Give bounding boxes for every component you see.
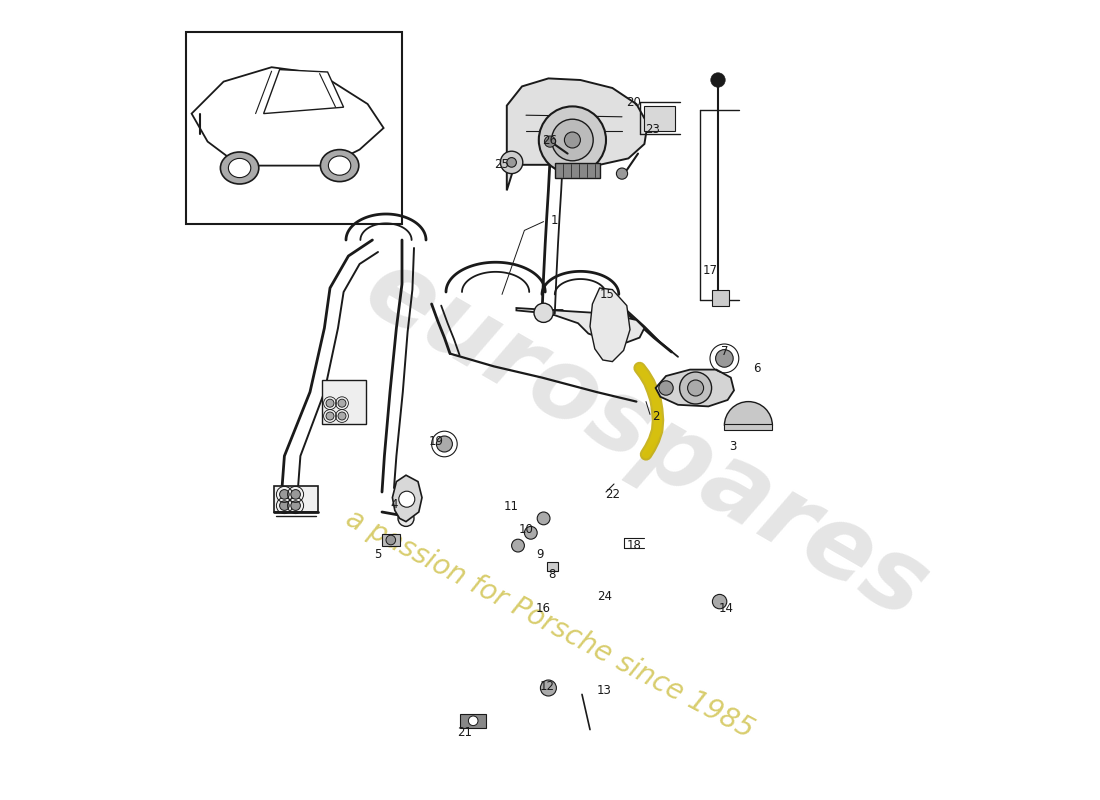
- Circle shape: [616, 168, 628, 179]
- Ellipse shape: [329, 156, 351, 175]
- Bar: [461, 714, 486, 728]
- Circle shape: [544, 136, 556, 147]
- Text: 13: 13: [597, 684, 612, 697]
- Text: 7: 7: [720, 346, 728, 358]
- Ellipse shape: [220, 152, 258, 184]
- Text: 15: 15: [601, 288, 615, 301]
- Bar: [274, 486, 318, 512]
- Circle shape: [551, 119, 593, 161]
- Text: 16: 16: [536, 602, 551, 614]
- Text: 11: 11: [504, 500, 519, 513]
- Circle shape: [279, 490, 289, 499]
- Polygon shape: [393, 475, 422, 522]
- Text: 2: 2: [652, 410, 659, 422]
- Polygon shape: [590, 288, 630, 362]
- Text: 18: 18: [627, 539, 641, 552]
- Text: a passion for Porsche since 1985: a passion for Porsche since 1985: [341, 504, 759, 744]
- Circle shape: [525, 526, 537, 539]
- Bar: [645, 106, 674, 131]
- Circle shape: [688, 380, 704, 396]
- Polygon shape: [554, 163, 600, 178]
- Text: 24: 24: [597, 590, 612, 602]
- Bar: [725, 424, 772, 430]
- Circle shape: [537, 512, 550, 525]
- Circle shape: [386, 535, 396, 545]
- Circle shape: [659, 381, 673, 395]
- Wedge shape: [725, 402, 772, 426]
- Text: 12: 12: [540, 680, 556, 693]
- Polygon shape: [516, 308, 645, 342]
- Circle shape: [500, 151, 522, 174]
- Circle shape: [326, 412, 334, 420]
- Circle shape: [469, 716, 478, 726]
- Circle shape: [716, 350, 734, 367]
- Circle shape: [338, 399, 346, 407]
- Polygon shape: [507, 78, 648, 190]
- Bar: [547, 562, 558, 571]
- Circle shape: [711, 73, 725, 87]
- Circle shape: [540, 680, 557, 696]
- Circle shape: [326, 399, 334, 407]
- Circle shape: [338, 412, 346, 420]
- Circle shape: [437, 436, 452, 452]
- Text: 22: 22: [605, 488, 620, 501]
- Circle shape: [512, 539, 525, 552]
- Text: 19: 19: [429, 435, 444, 448]
- Bar: [712, 290, 729, 306]
- Circle shape: [507, 158, 516, 167]
- Text: 3: 3: [728, 440, 736, 453]
- Circle shape: [680, 372, 712, 404]
- Bar: [186, 32, 402, 224]
- Text: 14: 14: [718, 602, 734, 614]
- Circle shape: [399, 491, 415, 507]
- Text: 20: 20: [627, 96, 641, 109]
- Text: 1: 1: [550, 214, 558, 226]
- Text: eurospares: eurospares: [348, 240, 944, 640]
- Circle shape: [279, 501, 289, 510]
- Polygon shape: [191, 67, 384, 166]
- Text: 10: 10: [518, 523, 534, 536]
- Text: 8: 8: [548, 568, 556, 581]
- Circle shape: [713, 594, 727, 609]
- Text: 5: 5: [374, 548, 382, 561]
- Polygon shape: [656, 370, 734, 406]
- Circle shape: [290, 501, 300, 510]
- Text: 21: 21: [456, 726, 472, 738]
- Ellipse shape: [320, 150, 359, 182]
- Circle shape: [534, 303, 553, 322]
- Polygon shape: [382, 534, 399, 546]
- Text: 17: 17: [703, 264, 717, 277]
- Bar: [322, 380, 366, 424]
- Circle shape: [539, 106, 606, 174]
- Ellipse shape: [229, 158, 251, 178]
- Text: 25: 25: [495, 158, 509, 170]
- Circle shape: [564, 132, 581, 148]
- Text: 23: 23: [645, 123, 660, 136]
- Polygon shape: [264, 70, 343, 114]
- Text: 6: 6: [752, 362, 760, 374]
- Text: 9: 9: [537, 548, 544, 561]
- Circle shape: [398, 510, 414, 526]
- Text: 4: 4: [390, 498, 398, 510]
- Text: 26: 26: [542, 134, 558, 146]
- Circle shape: [290, 490, 300, 499]
